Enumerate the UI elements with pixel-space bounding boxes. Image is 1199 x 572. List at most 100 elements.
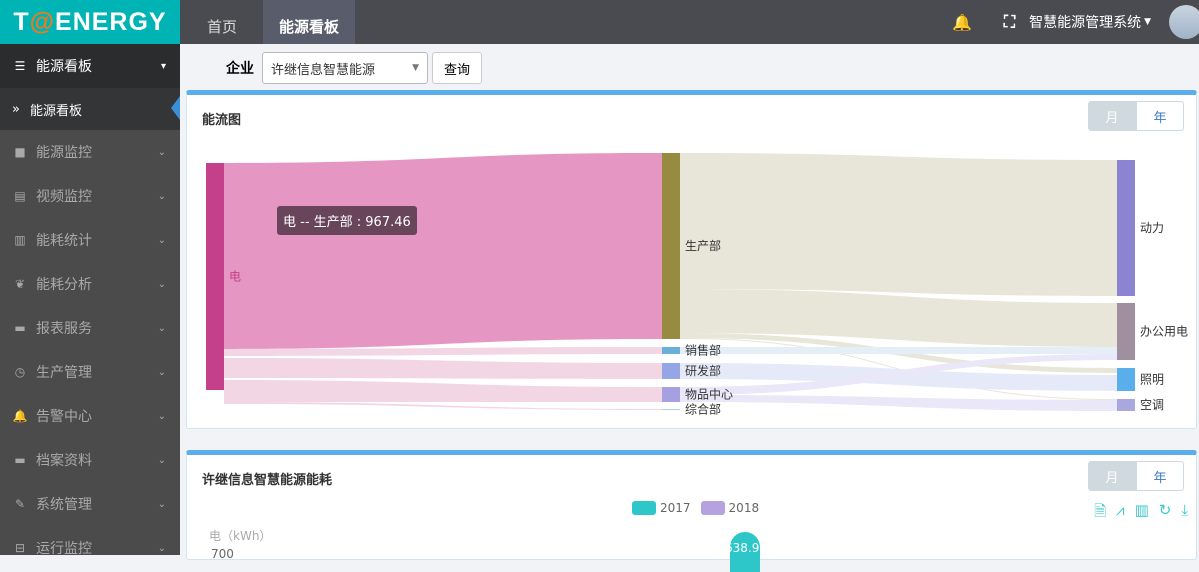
filter-bar: 企业 许继信息智慧能源 ▼ 查询 [226, 52, 483, 84]
refresh-icon[interactable]: ↻ [1158, 501, 1172, 519]
top-header: T @ ENERGY 首页 能源看板 🔔 ⛶ 智慧能源管理系统 ▼ [0, 0, 1199, 44]
sidebar-item[interactable]: ❦ 能耗分析 ⌄ [0, 262, 180, 306]
caret-down-icon[interactable]: ▼ [1144, 17, 1151, 27]
chevron-down-icon: ⌄ [157, 146, 166, 158]
double-chevron-icon: » [12, 101, 20, 117]
legend-2018[interactable]: 2018 [728, 501, 760, 515]
chevron-down-icon: ⌄ [157, 278, 166, 290]
logo[interactable]: T @ ENERGY [0, 0, 180, 44]
fullscreen-icon[interactable]: ⛶ [1003, 12, 1016, 31]
menu-icon: ▤ [14, 189, 26, 203]
sidebar-item[interactable]: ◷ 生产管理 ⌄ [0, 350, 180, 394]
sankey-node-label: 照明 [1140, 373, 1164, 387]
month-button[interactable]: 月 [1088, 101, 1136, 131]
sankey-link-物品中心-办公用电[interactable] [680, 354, 1117, 395]
sankey-link-电-研发部[interactable] [224, 358, 662, 379]
chevron-down-icon: ⌄ [157, 454, 166, 466]
sankey-node-label: 生产部 [685, 238, 721, 253]
sankey-link-电-生产部[interactable] [224, 153, 662, 349]
sidebar-item-label: 生产管理 [36, 365, 92, 381]
chevron-down-icon: ⌄ [157, 498, 166, 510]
chevron-down-icon: ⌄ [157, 234, 166, 246]
sankey-node-label: 电 [229, 270, 241, 284]
chevron-down-icon: ⌄ [157, 366, 166, 378]
sidebar-item-label: 运行监控 [36, 541, 92, 557]
sankey-link-电-物品中心[interactable] [224, 380, 662, 402]
sidebar-item[interactable]: ✎ 系统管理 ⌄ [0, 482, 180, 526]
sidebar-item-label: 视频监控 [36, 189, 92, 205]
sidebar-item[interactable]: ⊟ 运行监控 ⌄ [0, 526, 180, 570]
sidebar-item-label: 能源看板 [36, 59, 92, 75]
menu-icon: ☰ [14, 59, 26, 73]
sidebar-item-label: 能耗分析 [36, 277, 92, 293]
sidebar: ☰ 能源看板 ▾ » 能源看板 ■ 能源监控 ⌄ ▤ 视频监控 ⌄ ▥ 能耗统计 ⌄ ❦ 能耗分析 ⌄ ▬ 报表服务… [0, 44, 180, 557]
sankey-node-label: 研发部 [685, 363, 721, 378]
tab-home[interactable]: 首页 [207, 18, 238, 36]
sankey-node-label: 动力 [1140, 221, 1164, 235]
sankey-link-销售部-办公用电[interactable] [680, 347, 1117, 354]
company-label: 企业 [226, 61, 254, 77]
year-button[interactable]: 年 [1136, 101, 1184, 131]
menu-icon: ▥ [14, 233, 26, 247]
menu-icon: ❦ [14, 277, 26, 291]
sankey-node-label: 销售部 [685, 343, 721, 358]
sankey-node[interactable] [1117, 303, 1135, 360]
month-button[interactable]: 月 [1088, 461, 1136, 491]
company-value: 许继信息智慧能源 [271, 62, 376, 78]
bar-chart-icon[interactable]: ▥ [1134, 501, 1149, 519]
sankey-node[interactable] [662, 409, 680, 410]
active-marker [171, 96, 180, 120]
sankey-node[interactable] [662, 153, 680, 339]
line-chart-icon[interactable]: ⩘ [1116, 501, 1125, 519]
sankey-node[interactable] [1117, 399, 1135, 411]
menu-icon: 🔔 [12, 409, 28, 423]
sankey-node[interactable] [206, 163, 224, 390]
query-button[interactable]: 查询 [432, 52, 483, 84]
sidebar-item-label: 能源监控 [36, 145, 92, 161]
legend-swatch-2017[interactable] [632, 501, 656, 515]
sidebar-item[interactable]: ■ 能源监控 ⌄ [0, 130, 180, 174]
panel-title: 许继信息智慧能源能耗 [202, 473, 333, 488]
menu-icon: ◷ [14, 365, 26, 379]
download-icon[interactable]: ⤓ [1181, 501, 1188, 519]
sidebar-item[interactable]: ▬ 报表服务 ⌄ [0, 306, 180, 350]
panel-title: 能流图 [202, 113, 242, 128]
sankey-node[interactable] [1117, 160, 1135, 296]
chevron-down-icon: ▾ [160, 60, 166, 72]
sidebar-item[interactable]: 🔔 告警中心 ⌄ [0, 394, 180, 438]
sankey-link-物品中心-空调[interactable] [680, 395, 1117, 411]
sidebar-item[interactable]: ▥ 能耗统计 ⌄ [0, 218, 180, 262]
tab-energy-board[interactable]: 能源看板 [263, 0, 356, 44]
sankey-node-label: 空调 [1140, 398, 1164, 412]
logo-text: T [13, 7, 30, 36]
sankey-node[interactable] [1117, 368, 1135, 391]
sidebar-item[interactable]: ☰ 能源看板 ▾ [0, 44, 180, 88]
year-button[interactable]: 年 [1136, 461, 1184, 491]
sankey-link-电-综合部[interactable] [224, 402, 662, 410]
system-name-dropdown[interactable]: 智慧能源管理系统 [1029, 15, 1142, 31]
sidebar-subitem[interactable]: » 能源看板 [0, 88, 180, 130]
chevron-down-icon: ⌄ [157, 190, 166, 202]
legend-swatch-2018[interactable] [700, 501, 725, 515]
sankey-link-生产部-办公用电[interactable] [680, 289, 1117, 347]
data-view-icon[interactable]: 🗎 [1094, 502, 1107, 520]
bar-value-label: 638.93 [725, 541, 767, 555]
sidebar-item[interactable]: ▬ 档案资料 ⌄ [0, 438, 180, 482]
sankey-node[interactable] [662, 387, 680, 402]
sankey-node[interactable] [662, 363, 680, 379]
caret-down-icon: ▼ [412, 63, 419, 73]
y-axis-label: 电（kWh） [209, 529, 272, 543]
company-select[interactable]: 许继信息智慧能源 ▼ [262, 52, 428, 84]
menu-icon: ▬ [14, 321, 26, 335]
avatar[interactable] [1169, 5, 1199, 39]
sidebar-item[interactable]: ▤ 视频监控 ⌄ [0, 174, 180, 218]
sankey-node[interactable] [662, 347, 680, 354]
bell-icon[interactable]: 🔔 [951, 12, 972, 32]
legend-2017[interactable]: 2017 [660, 501, 691, 515]
sankey-link-生产部-动力[interactable] [680, 153, 1117, 296]
sankey-node-label: 办公用电 [1140, 324, 1188, 339]
sankey-link-电-销售部[interactable] [224, 347, 662, 356]
chevron-down-icon: ⌄ [157, 410, 166, 422]
logo-at: @ [29, 7, 56, 36]
